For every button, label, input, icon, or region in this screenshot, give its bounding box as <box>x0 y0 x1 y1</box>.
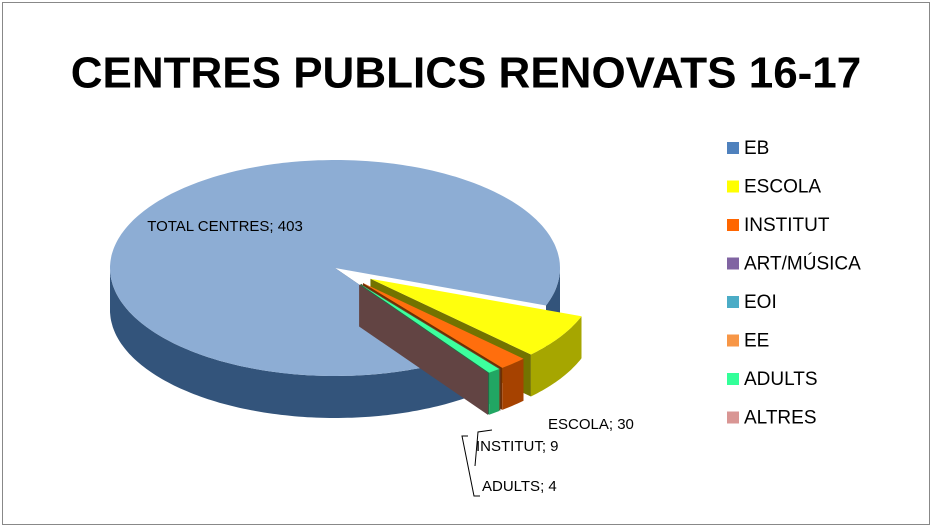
data-label: TOTAL CENTRES; 403 <box>147 218 303 235</box>
legend-swatch <box>727 296 739 308</box>
legend-label: EOI <box>744 292 777 313</box>
slice <box>110 160 560 376</box>
leader-line <box>474 429 493 467</box>
slice <box>360 284 500 373</box>
legend-label: INSTITUT <box>744 215 830 236</box>
legend-swatch <box>727 334 739 347</box>
legend: EB ESCOLA INSTITUT ART/MÚSICA EOI EE ADULTS ALT… <box>727 138 861 429</box>
data-label: ADULTS; 4 <box>482 478 557 495</box>
legend-label: EB <box>744 138 769 159</box>
legend-swatch <box>727 142 739 154</box>
slice-side <box>502 358 524 410</box>
slice-side <box>489 369 500 415</box>
data-label: INSTITUT; 9 <box>476 438 559 455</box>
legend-swatch <box>727 180 739 193</box>
legend-label: EE <box>744 331 769 352</box>
slice-side <box>530 316 582 397</box>
legend-swatch <box>727 257 739 270</box>
legend-swatch <box>727 219 739 231</box>
slice-face <box>359 284 489 415</box>
legend-swatch <box>727 411 739 424</box>
data-label: ESCOLA; 30 <box>548 416 634 433</box>
legend-label: ADULTS <box>744 369 818 390</box>
legend-swatch <box>727 373 739 385</box>
pie <box>110 160 582 418</box>
slice <box>370 278 582 355</box>
slice-side <box>110 268 465 418</box>
legend-label: ALTRES <box>744 408 817 429</box>
leader-line <box>461 435 480 497</box>
legend-label: ESCOLA <box>744 177 821 198</box>
chart-title: CENTRES PUBLICS RENOVATS 16-17 <box>71 49 862 98</box>
slice <box>363 283 524 368</box>
legend-label: ART/MÚSICA <box>744 253 861 275</box>
